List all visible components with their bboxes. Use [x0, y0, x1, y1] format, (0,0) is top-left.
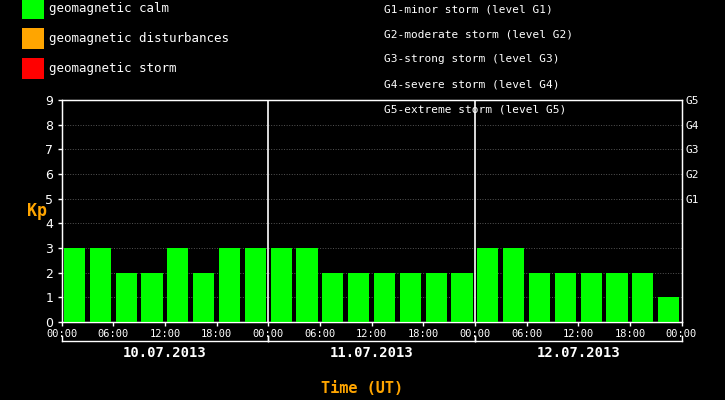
Bar	[477, 248, 498, 322]
Bar	[64, 248, 85, 322]
Bar	[606, 273, 628, 322]
Bar	[219, 248, 240, 322]
Bar	[193, 273, 215, 322]
Bar	[141, 273, 162, 322]
Bar	[529, 273, 550, 322]
Text: geomagnetic storm: geomagnetic storm	[49, 62, 177, 75]
Text: G4-severe storm (level G4): G4-severe storm (level G4)	[384, 79, 560, 89]
Bar	[452, 273, 473, 322]
Y-axis label: Kp: Kp	[27, 202, 47, 220]
Text: 11.07.2013: 11.07.2013	[330, 346, 413, 360]
Bar	[322, 273, 344, 322]
Bar	[245, 248, 266, 322]
Bar	[297, 248, 318, 322]
Text: G5-extreme storm (level G5): G5-extreme storm (level G5)	[384, 104, 566, 114]
Text: Time (UT): Time (UT)	[321, 381, 404, 396]
Bar	[270, 248, 291, 322]
Bar	[658, 297, 679, 322]
Bar	[632, 273, 653, 322]
Text: G2-moderate storm (level G2): G2-moderate storm (level G2)	[384, 30, 573, 40]
Text: geomagnetic calm: geomagnetic calm	[49, 2, 170, 15]
Bar	[399, 273, 421, 322]
Bar	[348, 273, 369, 322]
Bar	[555, 273, 576, 322]
Text: geomagnetic disturbances: geomagnetic disturbances	[49, 32, 229, 45]
Text: 12.07.2013: 12.07.2013	[536, 346, 620, 360]
Bar	[581, 273, 602, 322]
Bar	[115, 273, 137, 322]
Bar	[426, 273, 447, 322]
Bar	[503, 248, 524, 322]
Text: G1-minor storm (level G1): G1-minor storm (level G1)	[384, 5, 553, 15]
Bar	[167, 248, 188, 322]
Text: G3-strong storm (level G3): G3-strong storm (level G3)	[384, 54, 560, 64]
Text: 10.07.2013: 10.07.2013	[123, 346, 207, 360]
Bar	[374, 273, 395, 322]
Bar	[90, 248, 111, 322]
